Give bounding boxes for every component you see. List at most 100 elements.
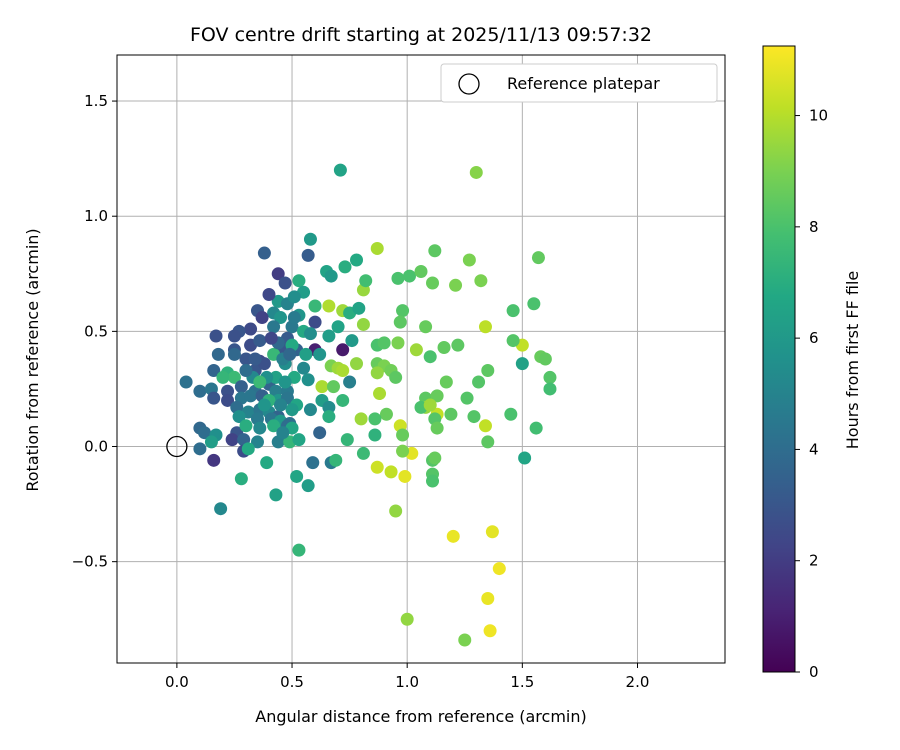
data-point: [467, 410, 481, 424]
colorbar-tick-label: 0: [809, 663, 819, 681]
data-point: [322, 400, 336, 414]
data-point: [428, 451, 442, 465]
data-point: [234, 380, 248, 394]
data-point: [301, 373, 315, 387]
data-point: [469, 165, 483, 179]
data-point: [303, 232, 317, 246]
data-point: [308, 315, 322, 329]
data-point: [336, 364, 350, 378]
data-point: [308, 299, 322, 313]
data-point: [303, 327, 317, 341]
data-point: [324, 269, 338, 283]
data-point: [207, 364, 221, 378]
y-tick-label: 1.0: [84, 207, 108, 225]
data-point: [400, 612, 414, 626]
data-point: [481, 435, 495, 449]
data-point: [336, 393, 350, 407]
data-point: [248, 352, 262, 366]
data-point: [207, 453, 221, 467]
data-points: [179, 163, 557, 647]
data-point: [449, 278, 463, 292]
x-tick-label: 1.0: [395, 673, 419, 691]
data-point: [352, 301, 366, 315]
colorbar-tick-label: 6: [809, 329, 819, 347]
data-point: [391, 271, 405, 285]
data-point: [472, 375, 486, 389]
data-point: [198, 426, 212, 440]
data-point: [529, 421, 543, 435]
data-point: [430, 421, 444, 435]
data-point: [271, 267, 285, 281]
data-point: [227, 370, 241, 384]
data-point: [340, 433, 354, 447]
data-point: [527, 297, 541, 311]
data-point: [204, 435, 218, 449]
x-tick-label: 1.5: [510, 673, 534, 691]
data-point: [267, 320, 281, 334]
data-point: [359, 274, 373, 288]
legend-label: Reference platepar: [507, 74, 660, 93]
y-tick-label: 1.5: [84, 92, 108, 110]
data-point: [234, 472, 248, 486]
data-point: [506, 334, 520, 348]
colorbar-tick-label: 10: [809, 107, 828, 125]
data-point: [446, 529, 460, 543]
data-point: [426, 276, 440, 290]
data-point: [370, 460, 384, 474]
data-point: [391, 336, 405, 350]
reference-platepar-point: [166, 435, 188, 458]
data-point: [193, 384, 207, 398]
data-point: [462, 253, 476, 267]
data-point: [221, 393, 235, 407]
data-point: [426, 474, 440, 488]
data-point: [350, 253, 364, 267]
data-point: [423, 350, 437, 364]
chart-title: FOV centre drift starting at 2025/11/13 …: [190, 24, 652, 46]
data-point: [393, 315, 407, 329]
x-tick-label: 0.5: [280, 673, 304, 691]
legend-reference-marker: [458, 73, 480, 95]
data-point: [437, 340, 451, 354]
data-point: [239, 364, 253, 378]
data-point: [244, 389, 258, 403]
data-point: [460, 391, 474, 405]
data-point: [518, 451, 532, 465]
data-point: [278, 276, 292, 290]
colorbar-tick-label: 8: [809, 218, 819, 236]
data-point: [338, 260, 352, 274]
data-point: [515, 357, 529, 371]
data-point: [333, 163, 347, 177]
data-point: [239, 352, 253, 366]
colorbar-label: Hours from first FF file: [843, 271, 862, 450]
data-point: [492, 562, 506, 576]
data-point: [227, 329, 241, 343]
data-point: [483, 624, 497, 638]
data-point: [276, 426, 290, 440]
data-point: [301, 479, 315, 493]
data-point: [257, 246, 271, 260]
plot-area: [116, 54, 726, 664]
data-point: [379, 407, 393, 421]
data-point: [368, 428, 382, 442]
data-point: [419, 320, 433, 334]
data-point: [292, 274, 306, 288]
data-point: [306, 456, 320, 470]
data-point: [297, 361, 311, 375]
data-point: [267, 419, 281, 433]
data-point: [216, 370, 230, 384]
data-point: [322, 299, 336, 313]
data-point: [193, 442, 207, 456]
colorbar-ticks: 0 2 4 6 8 10: [795, 107, 828, 681]
data-point: [239, 419, 253, 433]
data-point: [398, 469, 412, 483]
data-point: [356, 446, 370, 460]
data-point: [269, 488, 283, 502]
data-point: [423, 398, 437, 412]
data-point: [343, 375, 357, 389]
data-point: [430, 389, 444, 403]
legend-box: [440, 63, 718, 103]
colorbar-tick-label: 2: [809, 552, 819, 570]
data-point: [232, 410, 246, 424]
